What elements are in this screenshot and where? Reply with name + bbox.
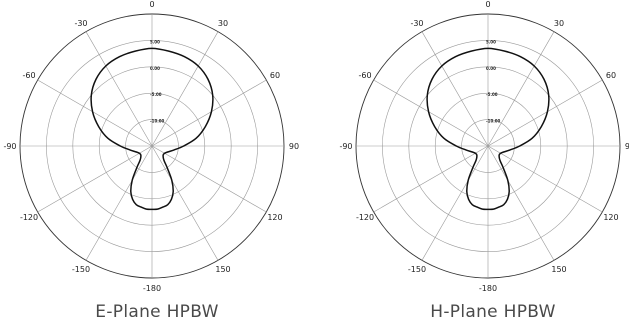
e-plane-caption: E-Plane HPBW — [95, 302, 219, 322]
radial-ring-label: 5.00 — [150, 39, 160, 44]
polar-spoke — [487, 145, 555, 261]
angle-label: 60 — [606, 71, 616, 80]
radial-ring-label: -10.00 — [486, 119, 501, 124]
polar-spoke — [151, 31, 219, 147]
polar-spoke — [487, 79, 603, 147]
polar-spoke — [151, 145, 267, 213]
angle-label: 150 — [215, 265, 230, 274]
angle-label: 30 — [218, 19, 228, 28]
angle-label: -30 — [410, 19, 423, 28]
h-plane-caption: H-Plane HPBW — [430, 302, 556, 322]
radial-ring-label: 5.00 — [486, 39, 496, 44]
angle-label: 30 — [554, 19, 564, 28]
polar-spoke — [487, 31, 555, 147]
angle-label: 150 — [551, 265, 566, 274]
angle-label: 120 — [267, 213, 282, 222]
angle-label: 120 — [603, 213, 618, 222]
polar-spoke — [487, 145, 603, 213]
radial-ring-label: 0.00 — [486, 66, 496, 71]
radial-ring-label: -10.00 — [150, 119, 165, 124]
h-plane-polar-chart: 0 30 60 90 120 150 -180 -150 -120 -90 -60 -30 5.00 0.… — [339, 0, 629, 293]
angle-label: -120 — [356, 213, 374, 222]
polar-spoke — [421, 31, 489, 147]
polar-spoke — [37, 79, 153, 147]
polar-spoke — [85, 31, 153, 147]
e-plane-polar-chart: 0 30 60 90 120 150 -180 -150 -120 -90 -60 -30 5.00 0.… — [3, 0, 299, 293]
angle-label: 90 — [625, 142, 629, 151]
angle-label: -60 — [358, 71, 371, 80]
polar-spoke — [151, 79, 267, 147]
angle-label: 0 — [149, 0, 154, 9]
angle-label: -180 — [143, 284, 161, 293]
polar-spoke — [373, 145, 489, 213]
polar-spoke — [373, 79, 489, 147]
radial-ring-label: -5.00 — [150, 92, 162, 97]
angle-label: -120 — [20, 213, 38, 222]
radiation-pattern-line — [90, 47, 214, 211]
h-plane-panel: 0 30 60 90 120 150 -180 -150 -120 -90 -60 -30 5.00 0.… — [336, 0, 629, 331]
polar-spoke — [85, 145, 153, 261]
angle-label: 90 — [289, 142, 299, 151]
angle-label: 60 — [270, 71, 280, 80]
radiation-pattern-line — [426, 47, 550, 211]
polar-spoke — [37, 145, 153, 213]
angle-label: -90 — [3, 142, 16, 151]
angle-label: -150 — [408, 265, 426, 274]
angle-label: -150 — [72, 265, 90, 274]
angle-label: 0 — [485, 0, 490, 9]
radial-ring-label: 0.00 — [150, 66, 160, 71]
polar-spoke — [151, 145, 219, 261]
polar-spoke — [421, 145, 489, 261]
e-plane-panel: 0 30 60 90 120 150 -180 -150 -120 -90 -60 -30 5.00 0.… — [0, 0, 314, 331]
radial-ring-label: -5.00 — [486, 92, 498, 97]
angle-label: -90 — [339, 142, 352, 151]
angle-label: -60 — [22, 71, 35, 80]
angle-label: -30 — [74, 19, 87, 28]
angle-label: -180 — [479, 284, 497, 293]
